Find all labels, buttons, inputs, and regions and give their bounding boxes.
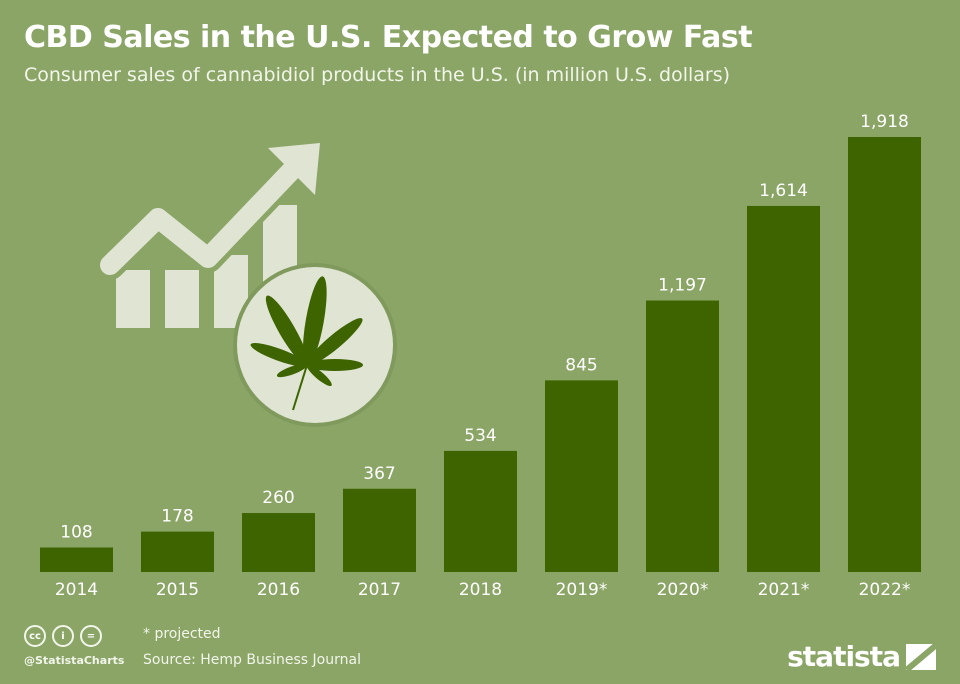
license-icons: cc i = <box>24 625 102 647</box>
value-label: 1,614 <box>759 181 808 201</box>
bar-2020 <box>646 300 719 572</box>
value-label: 1,918 <box>860 112 909 132</box>
value-label: 108 <box>60 523 92 543</box>
category-label: 2015 <box>156 580 199 600</box>
bar-2018 <box>444 450 517 572</box>
bar-2014 <box>40 547 113 572</box>
no-derivatives-icon: = <box>80 625 102 647</box>
category-label: 2016 <box>257 580 300 600</box>
bar-2022 <box>848 137 921 572</box>
twitter-handle: @StatistaCharts <box>24 654 125 667</box>
category-label: 2018 <box>459 580 502 600</box>
category-label: 2022* <box>859 580 911 600</box>
attribution-icon: i <box>52 625 74 647</box>
cc-icon: cc <box>24 625 46 647</box>
value-label: 367 <box>363 464 395 484</box>
chart-title: CBD Sales in the U.S. Expected to Grow F… <box>24 20 753 55</box>
category-label: 2014 <box>55 580 98 600</box>
source-note: Source: Hemp Business Journal <box>143 652 361 668</box>
chart-subtitle: Consumer sales of cannabidiol products i… <box>24 64 731 86</box>
statista-mark-icon <box>906 643 936 670</box>
category-label: 2019* <box>556 580 608 600</box>
bar-2017 <box>343 488 416 572</box>
category-label: 2021* <box>758 580 810 600</box>
projected-note: * projected <box>143 626 221 642</box>
brand-text: statista <box>787 640 901 673</box>
category-label: 2020* <box>657 580 709 600</box>
bar-2019 <box>545 380 618 572</box>
cannabis-leaf-icon <box>233 263 397 427</box>
statista-logo: statista <box>787 640 936 673</box>
bar-2015 <box>141 531 214 572</box>
bar-2021 <box>747 205 820 572</box>
value-label: 1,197 <box>658 276 707 296</box>
category-label: 2017 <box>358 580 401 600</box>
value-label: 534 <box>464 426 496 446</box>
value-label: 178 <box>161 507 193 527</box>
value-label: 845 <box>565 355 597 375</box>
bar-2016 <box>242 513 315 572</box>
value-label: 260 <box>262 488 294 508</box>
